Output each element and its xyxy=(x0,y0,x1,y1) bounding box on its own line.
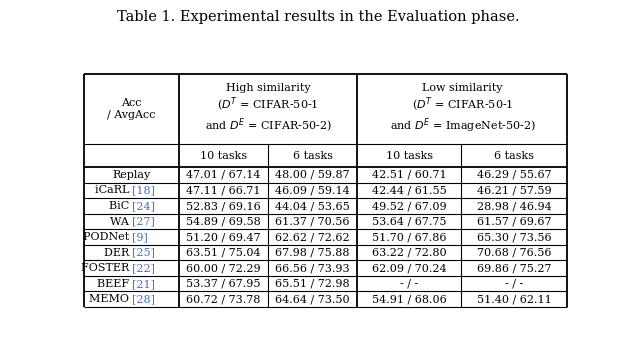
Text: MEMO: MEMO xyxy=(89,294,132,304)
Text: 66.56 / 73.93: 66.56 / 73.93 xyxy=(275,263,350,273)
Text: BEEF: BEEF xyxy=(97,279,132,289)
Text: Replay: Replay xyxy=(113,170,151,180)
Text: 53.64 / 67.75: 53.64 / 67.75 xyxy=(372,216,446,227)
Text: - / -: - / - xyxy=(505,279,523,289)
Text: 64.64 / 73.50: 64.64 / 73.50 xyxy=(275,294,350,304)
Text: High similarity
($D^T$ = CIFAR-50-1
and $D^E$ = CIFAR-50-2): High similarity ($D^T$ = CIFAR-50-1 and … xyxy=(205,83,331,135)
Text: 52.83 / 69.16: 52.83 / 69.16 xyxy=(186,201,261,211)
Text: 61.57 / 69.67: 61.57 / 69.67 xyxy=(477,216,551,227)
Text: Low similarity
($D^T$ = CIFAR-50-1
and $D^E$ = ImageNet-50-2): Low similarity ($D^T$ = CIFAR-50-1 and $… xyxy=(389,83,536,135)
Text: 49.52 / 67.09: 49.52 / 67.09 xyxy=(372,201,446,211)
Text: 62.09 / 70.24: 62.09 / 70.24 xyxy=(372,263,446,273)
Text: [22]: [22] xyxy=(132,263,155,273)
Text: 62.62 / 72.62: 62.62 / 72.62 xyxy=(275,232,350,242)
Text: FOSTER: FOSTER xyxy=(81,263,132,273)
Text: 60.00 / 72.29: 60.00 / 72.29 xyxy=(186,263,261,273)
Text: 42.44 / 61.55: 42.44 / 61.55 xyxy=(372,185,446,196)
Text: 47.01 / 67.14: 47.01 / 67.14 xyxy=(186,170,261,180)
Text: Table 1. Experimental results in the Evaluation phase.: Table 1. Experimental results in the Eva… xyxy=(116,10,520,24)
Text: 65.30 / 73.56: 65.30 / 73.56 xyxy=(477,232,551,242)
Text: 51.20 / 69.47: 51.20 / 69.47 xyxy=(186,232,261,242)
Text: 6 tasks: 6 tasks xyxy=(494,150,534,160)
Text: [21]: [21] xyxy=(132,279,155,289)
Text: WA: WA xyxy=(111,216,132,227)
Text: 53.37 / 67.95: 53.37 / 67.95 xyxy=(186,279,261,289)
Text: 54.91 / 68.06: 54.91 / 68.06 xyxy=(372,294,446,304)
Text: [28]: [28] xyxy=(132,294,155,304)
Text: 10 tasks: 10 tasks xyxy=(385,150,433,160)
Text: [25]: [25] xyxy=(132,248,155,258)
Text: [18]: [18] xyxy=(132,185,155,196)
Text: 42.51 / 60.71: 42.51 / 60.71 xyxy=(372,170,446,180)
Text: 63.51 / 75.04: 63.51 / 75.04 xyxy=(186,248,261,258)
Text: 10 tasks: 10 tasks xyxy=(200,150,247,160)
Text: 67.98 / 75.88: 67.98 / 75.88 xyxy=(275,248,350,258)
Text: 65.51 / 72.98: 65.51 / 72.98 xyxy=(275,279,350,289)
Text: 69.86 / 75.27: 69.86 / 75.27 xyxy=(477,263,551,273)
Text: 28.98 / 46.94: 28.98 / 46.94 xyxy=(477,201,551,211)
Text: [24]: [24] xyxy=(132,201,155,211)
Text: 48.00 / 59.87: 48.00 / 59.87 xyxy=(275,170,350,180)
Text: [9]: [9] xyxy=(132,232,148,242)
Text: PODNet: PODNet xyxy=(83,232,132,242)
Text: 51.70 / 67.86: 51.70 / 67.86 xyxy=(372,232,446,242)
Text: 44.04 / 53.65: 44.04 / 53.65 xyxy=(275,201,350,211)
Text: DER: DER xyxy=(104,248,132,258)
Text: iCaRL: iCaRL xyxy=(95,185,132,196)
Text: - / -: - / - xyxy=(400,279,418,289)
Text: BiC: BiC xyxy=(109,201,132,211)
Text: [27]: [27] xyxy=(132,216,155,227)
Text: 61.37 / 70.56: 61.37 / 70.56 xyxy=(275,216,350,227)
Text: 47.11 / 66.71: 47.11 / 66.71 xyxy=(186,185,261,196)
Text: 60.72 / 73.78: 60.72 / 73.78 xyxy=(186,294,261,304)
Text: 70.68 / 76.56: 70.68 / 76.56 xyxy=(477,248,551,258)
Text: 46.29 / 55.67: 46.29 / 55.67 xyxy=(477,170,551,180)
Text: 46.21 / 57.59: 46.21 / 57.59 xyxy=(477,185,551,196)
Text: Acc
/ AvgAcc: Acc / AvgAcc xyxy=(107,98,156,120)
Text: 6 tasks: 6 tasks xyxy=(293,150,333,160)
Text: 46.09 / 59.14: 46.09 / 59.14 xyxy=(275,185,350,196)
Text: 63.22 / 72.80: 63.22 / 72.80 xyxy=(372,248,446,258)
Text: 51.40 / 62.11: 51.40 / 62.11 xyxy=(477,294,551,304)
Text: 54.89 / 69.58: 54.89 / 69.58 xyxy=(186,216,261,227)
